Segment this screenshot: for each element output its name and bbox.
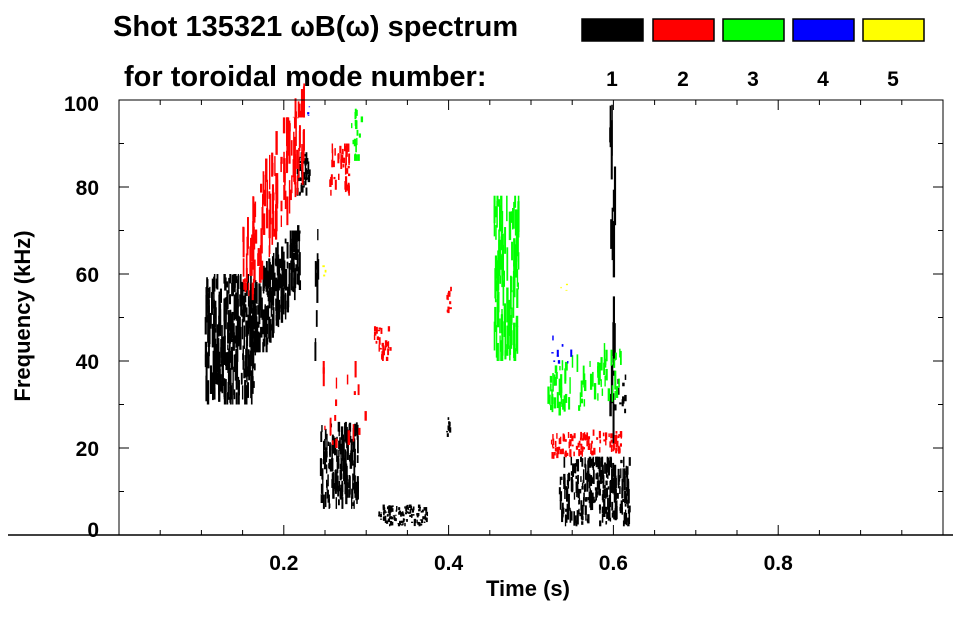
- y-tick-label: 20: [76, 438, 99, 461]
- legend-swatch-1: [581, 18, 644, 42]
- legend-label-4: 4: [817, 68, 829, 91]
- legend-swatch-5: [862, 18, 925, 42]
- x-tick-label: 0.2: [269, 552, 298, 575]
- legend-label-3: 3: [747, 68, 759, 91]
- x-tick-label: 0.6: [599, 552, 628, 575]
- chart-title: Shot 135321 ωB(ω) spectrum: [113, 11, 518, 43]
- y-axis-label: Frequency (kHz): [10, 230, 35, 401]
- legend: 1 2 3 4 5: [581, 18, 925, 91]
- chart-subtitle: for toroidal mode number:: [124, 61, 487, 93]
- legend-swatch-2: [652, 18, 715, 42]
- y-tick-label: 40: [76, 351, 99, 374]
- spectrum-marks: [204, 83, 631, 527]
- x-axis-label: Time (s): [486, 576, 570, 601]
- y-tick-label: 100: [64, 93, 99, 116]
- legend-label-1: 1: [606, 68, 618, 91]
- legend-label-5: 5: [887, 68, 899, 91]
- legend-swatch-4: [792, 18, 855, 42]
- legend-label-2: 2: [677, 68, 689, 91]
- y-tick-label: 60: [76, 264, 99, 287]
- y-tick-label: 80: [76, 177, 99, 200]
- x-tick-label: 0.4: [434, 552, 464, 575]
- legend-swatch-3: [722, 18, 785, 42]
- y-tick-label: 0: [87, 519, 99, 542]
- axes: 0.2 0.4 0.6 0.8 0 20 40 60 80 100: [8, 93, 953, 575]
- x-tick-label: 0.8: [764, 552, 794, 575]
